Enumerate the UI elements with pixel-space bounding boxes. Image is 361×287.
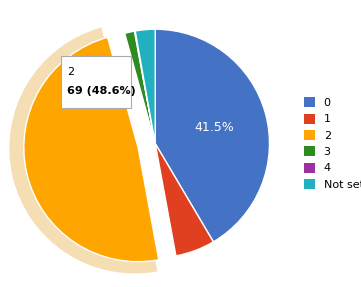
Wedge shape [155,144,213,256]
FancyBboxPatch shape [61,56,131,108]
Wedge shape [9,28,157,274]
Wedge shape [125,31,155,144]
Text: 2: 2 [67,67,74,77]
Wedge shape [135,31,155,144]
Wedge shape [24,37,159,262]
Text: 41.5%: 41.5% [195,121,234,134]
Wedge shape [135,29,155,144]
Legend: 0, 1, 2, 3, 4, Not set: 0, 1, 2, 3, 4, Not set [299,93,361,194]
Wedge shape [155,29,269,242]
Text: 69 (48.6%): 69 (48.6%) [67,86,136,96]
